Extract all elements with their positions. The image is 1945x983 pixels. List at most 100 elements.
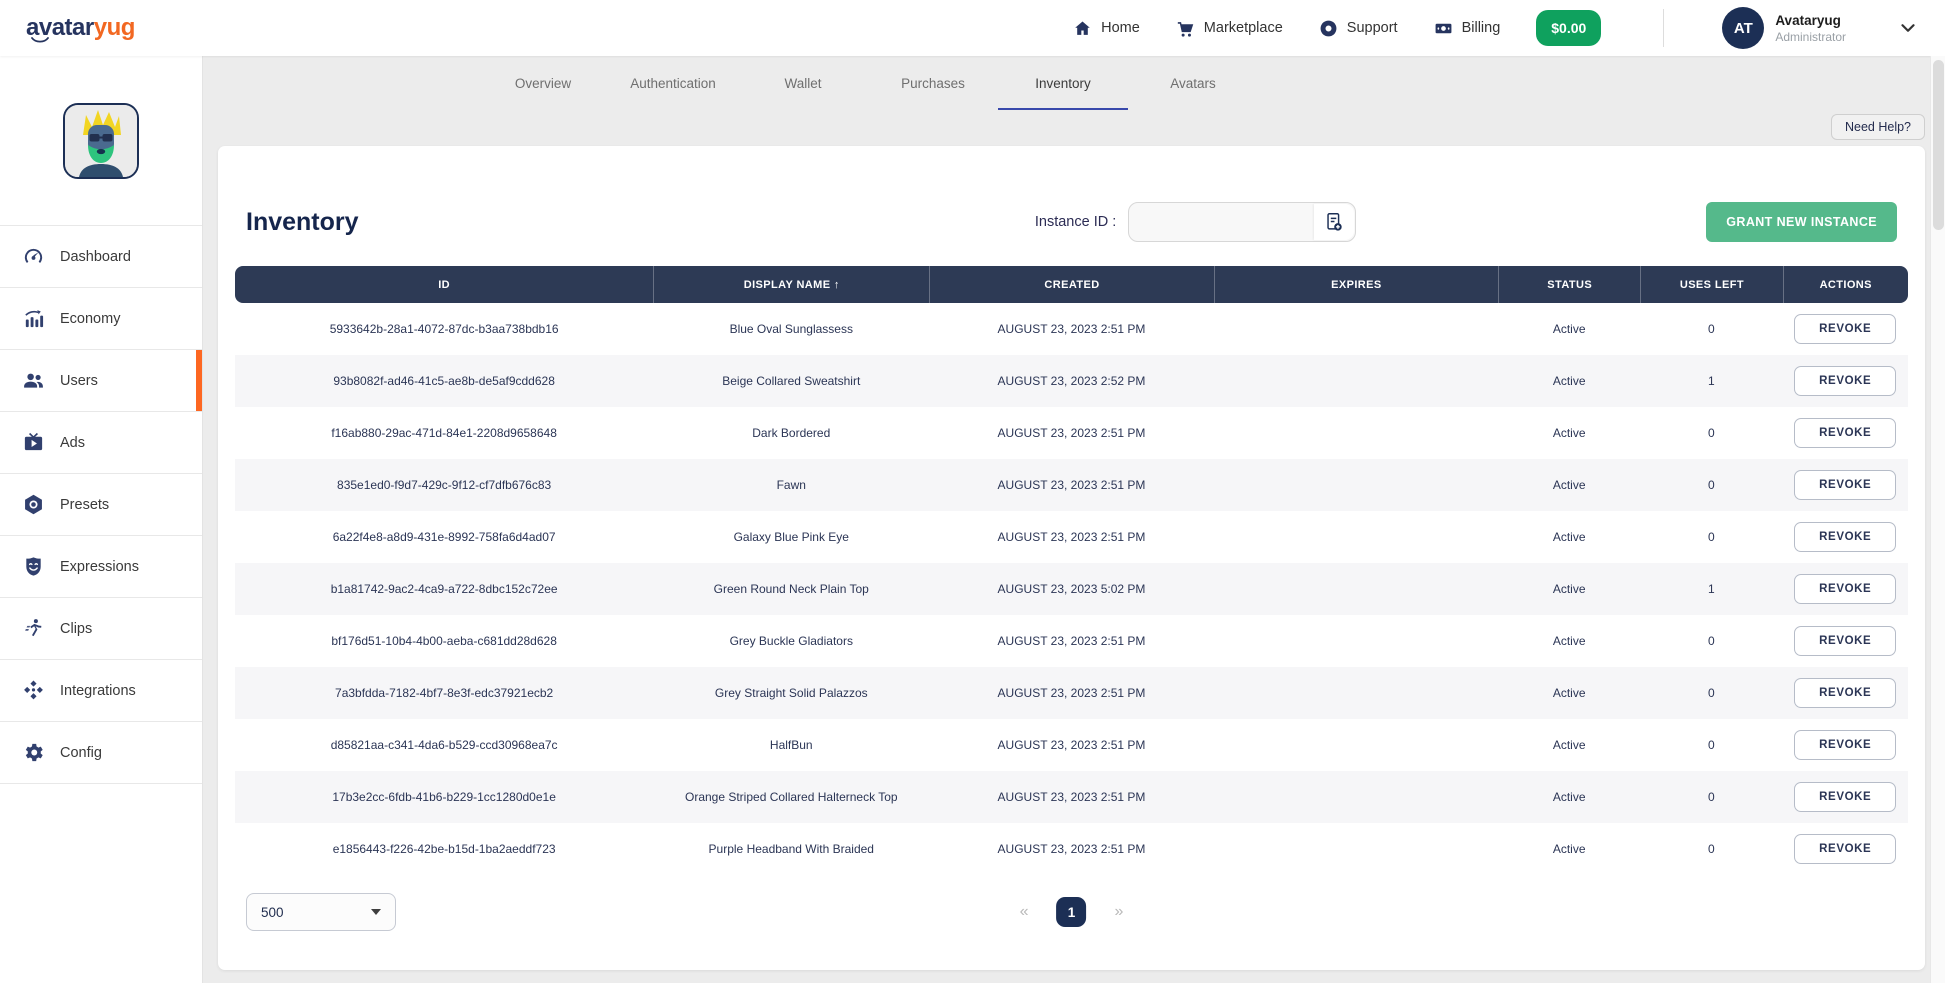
cell-created: AUGUST 23, 2023 2:51 PM [997, 478, 1146, 492]
cell-id: b1a81742-9ac2-4ca9-a722-8dbc152c72ee [330, 582, 558, 596]
cell-status: Active [1552, 478, 1586, 492]
mask-icon [22, 555, 45, 578]
table-row: 93b8082f-ad46-41c5-ae8b-de5af9cdd628 Bei… [235, 355, 1908, 407]
pagination-prev[interactable]: « [1019, 903, 1029, 920]
top-bar: avataryug Home Marketplace Support Billi… [0, 0, 1945, 56]
preset-hex-icon [22, 493, 45, 516]
modules-icon [22, 679, 45, 702]
revoke-button[interactable]: REVOKE [1794, 782, 1897, 812]
cell-uses-left: 0 [1708, 738, 1715, 752]
table-column-header[interactable]: ACTIONS [1782, 266, 1908, 303]
scrollbar[interactable] [1930, 56, 1945, 983]
topbar-divider [1663, 9, 1665, 47]
cell-uses-left: 0 [1708, 322, 1715, 336]
revoke-button[interactable]: REVOKE [1794, 626, 1897, 656]
cell-uses-left: 0 [1708, 634, 1715, 648]
logo-secondary: yug [93, 14, 136, 41]
cell-created: AUGUST 23, 2023 2:51 PM [997, 426, 1146, 440]
pagination-page-1[interactable]: 1 [1056, 897, 1087, 927]
table-column-header[interactable]: CREATED [929, 266, 1213, 303]
inventory-table: ID DISPLAY NAME ↑ CREATED EXPIRES [235, 266, 1908, 875]
sidebar-item-users[interactable]: Users [0, 350, 202, 412]
cart-icon [1176, 19, 1195, 38]
revoke-button[interactable]: REVOKE [1794, 574, 1897, 604]
cell-actions: REVOKE [1783, 522, 1908, 552]
page-size-select[interactable]: 500 [246, 893, 396, 931]
revoke-button[interactable]: REVOKE [1794, 470, 1897, 500]
cell-actions: REVOKE [1783, 470, 1908, 500]
table-column-header[interactable]: USES LEFT [1640, 266, 1782, 303]
cell-id: 7a3bfdda-7182-4bf7-8e3f-edc37921ecb2 [335, 686, 554, 700]
tab-overview[interactable]: Overview [514, 75, 572, 91]
cell-id: f16ab880-29ac-471d-84e1-2208d9658648 [331, 426, 557, 440]
pagination-next[interactable]: » [1114, 903, 1124, 920]
pick-instance-button[interactable] [1314, 204, 1355, 240]
sidebar-item-presets[interactable]: Presets [0, 474, 202, 536]
tab-authentication[interactable]: Authentication [630, 75, 716, 91]
bar-chart-icon [22, 307, 45, 330]
table-column-header[interactable]: DISPLAY NAME ↑ [653, 266, 929, 303]
tab-avatars[interactable]: Avatars [1170, 75, 1216, 91]
nav-item-support[interactable]: Support [1319, 19, 1398, 38]
table-row: b1a81742-9ac2-4ca9-a722-8dbc152c72ee Gre… [235, 563, 1908, 615]
sidebar-item-dashboard[interactable]: Dashboard [0, 226, 202, 288]
nav-item-marketplace[interactable]: Marketplace [1176, 19, 1283, 38]
logo-primary: avatar [26, 14, 94, 41]
life-ring-icon [1319, 19, 1338, 38]
scrollbar-thumb[interactable] [1933, 60, 1944, 230]
table-row: 5933642b-28a1-4072-87dc-b3aa738bdb16 Blu… [235, 303, 1908, 355]
revoke-button[interactable]: REVOKE [1794, 314, 1897, 344]
page-title: Inventory [246, 207, 359, 236]
cell-actions: REVOKE [1783, 678, 1908, 708]
tab-wallet[interactable]: Wallet [784, 75, 822, 91]
table-row: bf176d51-10b4-4b00-aeba-c681dd28d628 Gre… [235, 615, 1908, 667]
revoke-button[interactable]: REVOKE [1794, 730, 1897, 760]
cell-created: AUGUST 23, 2023 2:51 PM [997, 790, 1146, 804]
note-add-icon [1323, 211, 1345, 233]
sidebar-item-integrations[interactable]: Integrations [0, 660, 202, 722]
user-menu[interactable]: AT Avataryug Administrator [1722, 7, 1919, 49]
cell-status: Active [1552, 374, 1586, 388]
chevron-down-icon[interactable] [1897, 17, 1919, 39]
cell-id: bf176d51-10b4-4b00-aeba-c681dd28d628 [331, 634, 557, 648]
gauge-icon [22, 245, 45, 268]
grant-new-instance-button[interactable]: GRANT NEW INSTANCE [1706, 202, 1897, 242]
inventory-card: Inventory Instance ID : GRANT NEW INSTAN… [218, 146, 1925, 970]
table-column-header[interactable]: ID [438, 278, 451, 291]
cell-display-name: Dark Bordered [752, 426, 831, 440]
gear-icon [22, 741, 45, 764]
brand-logo[interactable]: avataryug [26, 14, 136, 43]
revoke-button[interactable]: REVOKE [1794, 418, 1897, 448]
home-icon [1073, 19, 1092, 38]
tab-purchases[interactable]: Purchases [901, 75, 965, 91]
cell-created: AUGUST 23, 2023 2:51 PM [997, 530, 1146, 544]
cell-display-name: Galaxy Blue Pink Eye [733, 530, 849, 544]
revoke-button[interactable]: REVOKE [1794, 834, 1897, 864]
balance-badge[interactable]: $0.00 [1536, 10, 1602, 46]
sidebar-item-ads[interactable]: Ads [0, 412, 202, 474]
nav-item-billing[interactable]: Billing [1434, 19, 1500, 38]
table-row: 6a22f4e8-a8d9-431e-8992-758fa6d4ad07 Gal… [235, 511, 1908, 563]
sidebar-item-clips[interactable]: Clips [0, 598, 202, 660]
table-column-header[interactable]: STATUS [1498, 266, 1640, 303]
revoke-button[interactable]: REVOKE [1794, 522, 1897, 552]
avatar [63, 102, 139, 179]
sidebar-item-economy[interactable]: Economy [0, 288, 202, 350]
table-column-header[interactable]: EXPIRES [1213, 266, 1498, 303]
cell-actions: REVOKE [1783, 366, 1908, 396]
sidebar-item-expressions[interactable]: Expressions [0, 536, 202, 598]
cell-actions: REVOKE [1783, 730, 1908, 760]
cell-id: 93b8082f-ad46-41c5-ae8b-de5af9cdd628 [333, 374, 555, 388]
logo-smile [31, 37, 49, 43]
revoke-button[interactable]: REVOKE [1794, 678, 1897, 708]
revoke-button[interactable]: REVOKE [1794, 366, 1897, 396]
cell-status: Active [1552, 426, 1586, 440]
cell-id: 5933642b-28a1-4072-87dc-b3aa738bdb16 [329, 322, 559, 336]
tab-inventory[interactable]: Inventory [998, 56, 1128, 110]
need-help-button[interactable]: Need Help? [1830, 114, 1925, 140]
sidebar-item-config[interactable]: Config [0, 722, 202, 784]
cell-uses-left: 1 [1708, 582, 1715, 596]
cell-uses-left: 1 [1708, 374, 1715, 388]
table-row: 17b3e2cc-6fdb-41b6-b229-1cc1280d0e1e Ora… [235, 771, 1908, 823]
nav-item-home[interactable]: Home [1073, 19, 1140, 38]
